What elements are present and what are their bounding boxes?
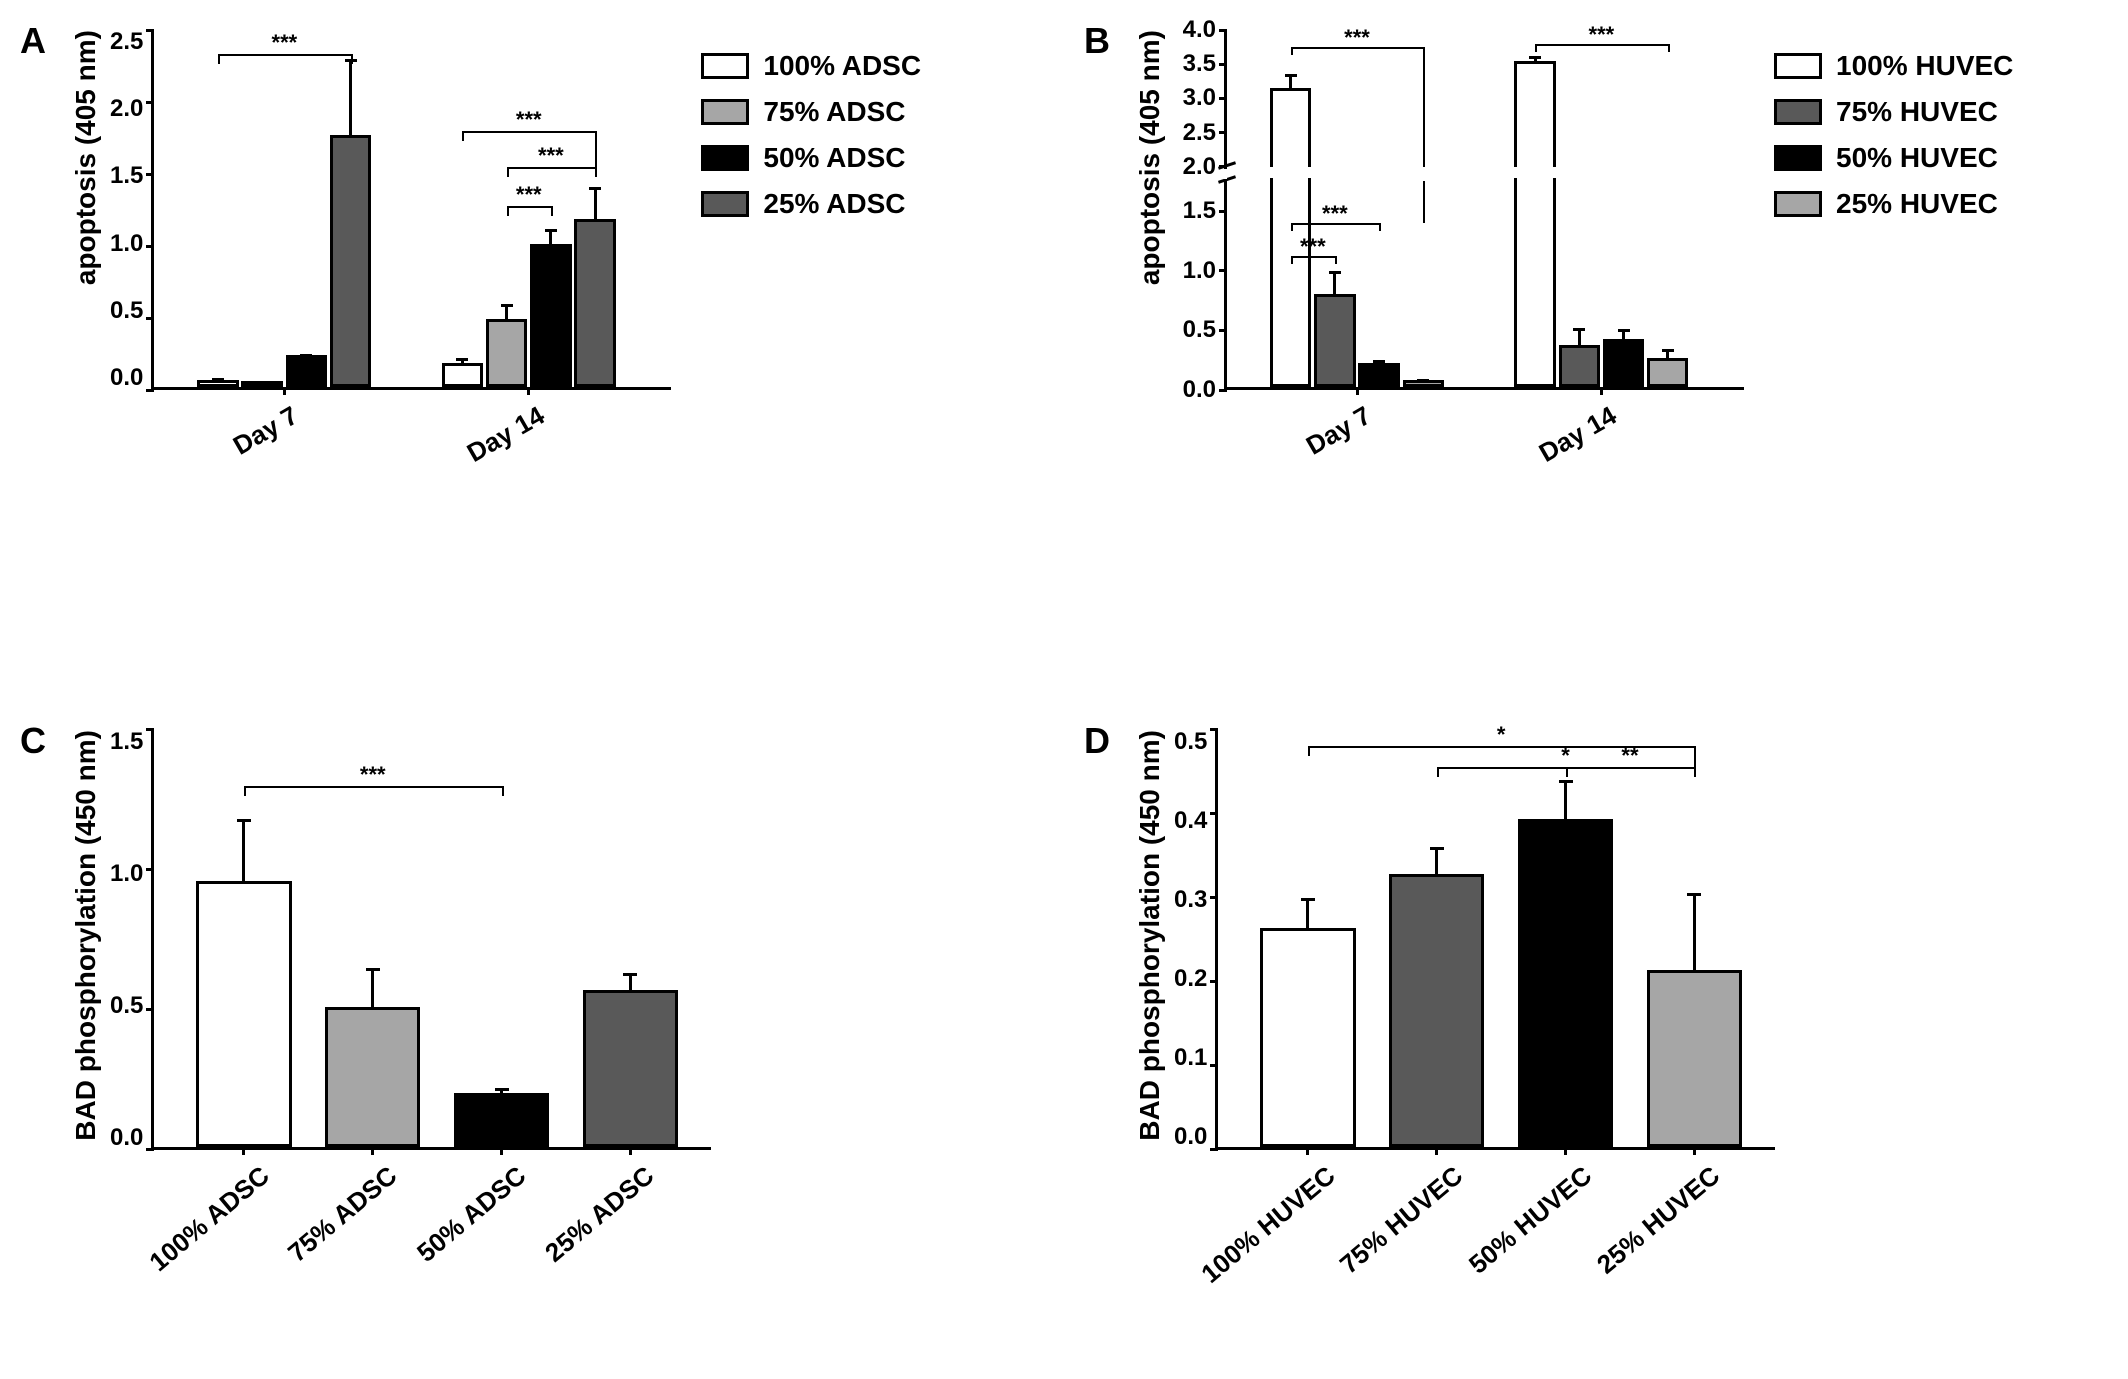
xtick: Day 14 bbox=[462, 400, 550, 469]
figure-grid: A apoptosis (405 nm) 2.52.01.51.00.50.0 … bbox=[20, 20, 2108, 1359]
legend: 100% ADSC 75% ADSC 50% ADSC 25% ADSC bbox=[701, 50, 921, 234]
sig-label: * bbox=[1561, 743, 1570, 769]
bar bbox=[286, 355, 328, 387]
sig-label: *** bbox=[516, 182, 542, 208]
bar bbox=[1389, 874, 1484, 1147]
bar bbox=[574, 219, 616, 387]
legend-label: 100% HUVEC bbox=[1836, 50, 2013, 82]
bar-upper bbox=[1270, 88, 1312, 167]
xtick: 25% ADSC bbox=[539, 1160, 660, 1269]
ytick: 0.0 bbox=[1174, 1125, 1207, 1149]
sig-label: *** bbox=[360, 762, 386, 788]
bar bbox=[1518, 819, 1613, 1147]
legend-item: 75% HUVEC bbox=[1774, 96, 2013, 128]
bar bbox=[1647, 358, 1689, 387]
legend-item: 50% ADSC bbox=[701, 142, 921, 174]
bar bbox=[196, 881, 291, 1147]
ylabel: apoptosis (405 nm) bbox=[1134, 30, 1166, 285]
ytick: 0.2 bbox=[1174, 967, 1207, 991]
sig-label: *** bbox=[538, 143, 564, 169]
bar bbox=[454, 1093, 549, 1146]
bar bbox=[1260, 928, 1355, 1146]
sig-label: *** bbox=[1589, 22, 1615, 48]
bar bbox=[1647, 970, 1742, 1146]
ytick: 0.3 bbox=[1174, 888, 1207, 912]
xtick: 50% HUVEC bbox=[1462, 1160, 1597, 1280]
legend-item: 75% ADSC bbox=[701, 96, 921, 128]
ytick: 1.0 bbox=[110, 232, 143, 256]
legend-label: 25% HUVEC bbox=[1836, 188, 1998, 220]
panel-A: A apoptosis (405 nm) 2.52.01.51.00.50.0 … bbox=[20, 20, 1044, 660]
panel-C: C BAD phosphorylation (450 nm) 1.5 1.0 0.5… bbox=[20, 720, 1044, 1360]
sig-label: ** bbox=[1621, 743, 1638, 769]
panel-letter: B bbox=[1084, 20, 1110, 62]
sig-label: *** bbox=[1300, 234, 1326, 260]
bar bbox=[486, 319, 528, 387]
legend-item: 25% HUVEC bbox=[1774, 188, 2013, 220]
panel-D: D BAD phosphorylation (450 nm) 0.5 0.4 0.3… bbox=[1084, 720, 2108, 1360]
sig-label: *** bbox=[1344, 25, 1370, 51]
sig-label: *** bbox=[1322, 201, 1348, 227]
ylabel: BAD phosphorylation (450 nm) bbox=[70, 730, 102, 1141]
sig-label: *** bbox=[516, 107, 542, 133]
bar bbox=[442, 363, 484, 387]
panel-B: B apoptosis (405 nm) 2.02.53.03.54.00.00… bbox=[1084, 20, 2108, 660]
ylabel: BAD phosphorylation (450 nm) bbox=[1134, 730, 1166, 1141]
legend-item: 25% ADSC bbox=[701, 188, 921, 220]
ytick: 0.5 bbox=[110, 299, 143, 323]
panel-letter: C bbox=[20, 720, 46, 762]
xtick: 75% HUVEC bbox=[1334, 1160, 1469, 1280]
ytick: 0.0 bbox=[110, 366, 143, 390]
legend-item: 100% HUVEC bbox=[1774, 50, 2013, 82]
legend-label: 100% ADSC bbox=[763, 50, 921, 82]
xtick: 25% HUVEC bbox=[1591, 1160, 1726, 1280]
bar-lower bbox=[1270, 178, 1312, 387]
bar bbox=[1559, 345, 1601, 387]
legend-label: 50% HUVEC bbox=[1836, 142, 1998, 174]
ytick: 0.5 bbox=[1174, 730, 1207, 754]
legend-label: 75% HUVEC bbox=[1836, 96, 1998, 128]
ytick: 2.0 bbox=[110, 97, 143, 121]
plot-area: **** bbox=[1215, 730, 1775, 1150]
panel-letter: D bbox=[1084, 720, 1110, 762]
legend-item: 100% ADSC bbox=[701, 50, 921, 82]
ytick: 1.0 bbox=[110, 862, 143, 886]
plot-area: *** *** *** *** bbox=[151, 30, 671, 390]
bar-lower bbox=[1514, 178, 1556, 387]
bar-upper bbox=[1514, 61, 1556, 167]
ytick: 0.4 bbox=[1174, 809, 1207, 833]
legend-item: 50% HUVEC bbox=[1774, 142, 2013, 174]
ylabel: apoptosis (405 nm) bbox=[70, 30, 102, 285]
bar bbox=[530, 244, 572, 387]
bar bbox=[1603, 339, 1645, 387]
xtick: Day 14 bbox=[1534, 400, 1622, 469]
ytick: 0.5 bbox=[110, 994, 143, 1018]
xtick: 75% ADSC bbox=[282, 1160, 403, 1269]
ytick: 1.5 bbox=[110, 730, 143, 754]
ytick: 0.1 bbox=[1174, 1046, 1207, 1070]
legend: 100% HUVEC 75% HUVEC 50% HUVEC 25% HUVEC bbox=[1774, 50, 2013, 234]
bar bbox=[325, 1007, 420, 1147]
legend-label: 25% ADSC bbox=[763, 188, 905, 220]
bar bbox=[330, 135, 372, 387]
panel-letter: A bbox=[20, 20, 46, 62]
xtick: Day 7 bbox=[1301, 400, 1377, 462]
sig-label: *** bbox=[272, 30, 298, 56]
xtick: 50% ADSC bbox=[411, 1160, 532, 1269]
xtick: Day 7 bbox=[228, 400, 304, 462]
legend-label: 75% ADSC bbox=[763, 96, 905, 128]
bar bbox=[1314, 294, 1356, 387]
xtick: 100% HUVEC bbox=[1195, 1160, 1341, 1290]
plot-area: *** bbox=[151, 730, 711, 1150]
ytick: 0.0 bbox=[110, 1126, 143, 1150]
legend-label: 50% ADSC bbox=[763, 142, 905, 174]
ytick: 2.5 bbox=[110, 30, 143, 54]
plot-area: ************ bbox=[1224, 30, 1744, 390]
bar bbox=[583, 990, 678, 1147]
sig-label: * bbox=[1497, 722, 1506, 748]
ytick: 1.5 bbox=[110, 164, 143, 188]
bar bbox=[1358, 363, 1400, 387]
xtick: 100% ADSC bbox=[143, 1160, 275, 1278]
